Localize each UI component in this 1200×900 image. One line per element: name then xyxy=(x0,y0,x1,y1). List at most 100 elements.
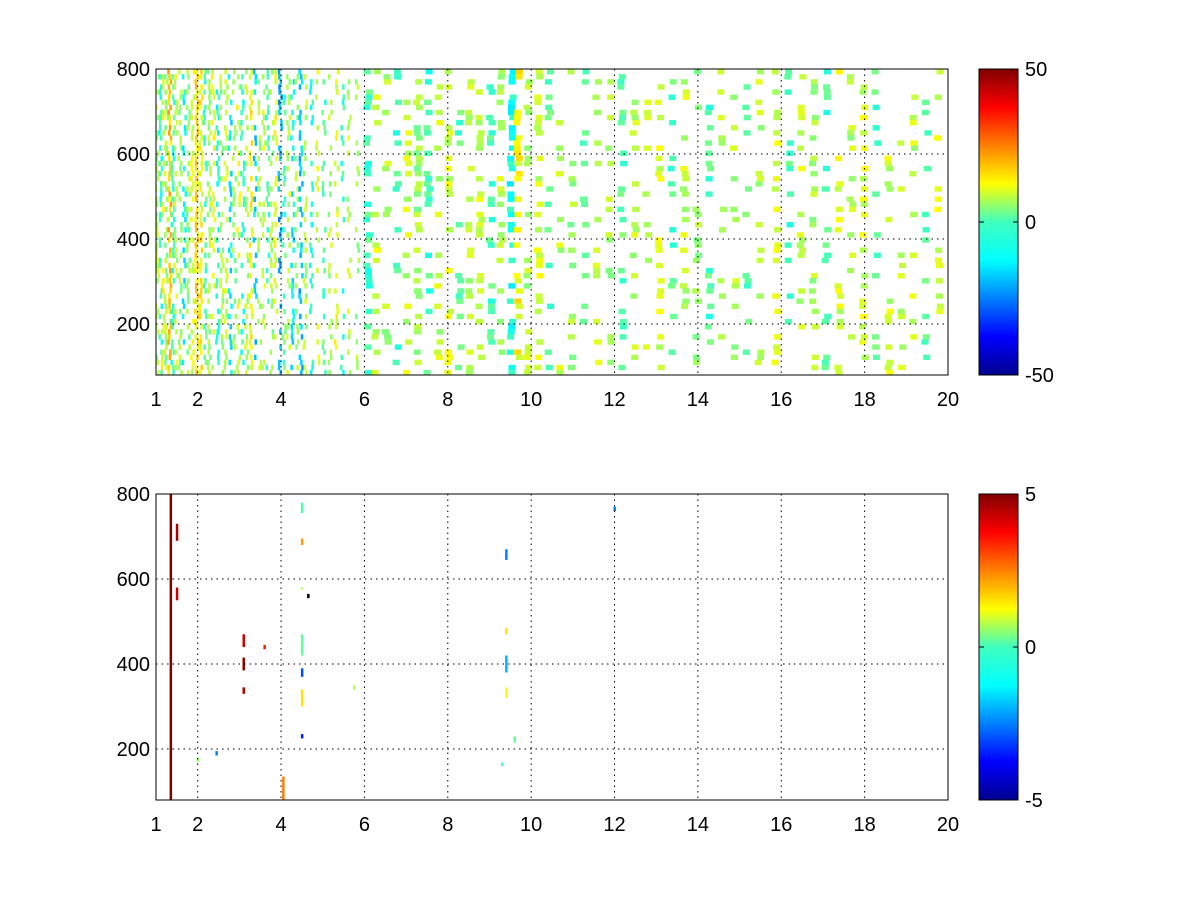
heatmap-cell xyxy=(294,155,297,162)
heatmap-cell xyxy=(188,257,192,264)
heatmap-cell xyxy=(191,150,195,156)
heatmap-cell xyxy=(848,176,856,182)
heatmap-cell xyxy=(277,171,280,177)
heatmap-cell xyxy=(444,69,452,75)
heatmap-cell xyxy=(204,69,207,75)
heatmap-cell xyxy=(275,283,278,289)
heatmap-cell xyxy=(415,135,423,141)
heatmap-cell xyxy=(233,135,236,141)
heatmap-cell xyxy=(445,125,453,131)
heatmap-cell xyxy=(253,125,257,131)
heatmap-cell xyxy=(327,211,331,218)
heatmap-cell xyxy=(910,140,918,146)
heatmap-cell xyxy=(165,364,168,371)
heatmap-cell xyxy=(280,94,283,100)
heatmap-cell xyxy=(295,344,298,350)
heatmap-cell xyxy=(299,222,303,228)
heatmap-cell xyxy=(270,186,273,192)
heatmap-cell xyxy=(216,109,219,116)
heatmap-cell xyxy=(515,155,523,162)
heatmap-cell xyxy=(184,227,187,233)
heatmap-cell xyxy=(164,257,167,264)
heatmap-cell xyxy=(242,104,245,111)
heatmap-cell xyxy=(213,216,217,223)
heatmap-cell xyxy=(282,227,285,233)
heatmap-cell xyxy=(498,125,505,131)
heatmap-cell xyxy=(682,298,690,304)
heatmap-cell xyxy=(160,201,164,207)
heatmap-cell xyxy=(170,211,174,218)
heatmap-cell xyxy=(466,278,473,284)
heatmap-cell xyxy=(296,196,299,202)
heatmap-cell xyxy=(322,120,325,126)
heatmap-segment xyxy=(613,506,616,512)
heatmap-cell xyxy=(167,237,171,243)
heatmap-cell xyxy=(705,313,713,320)
heatmap-cell xyxy=(632,120,640,126)
heatmap-cell xyxy=(655,171,663,177)
heatmap-cell xyxy=(436,329,444,335)
heatmap-cell xyxy=(823,354,831,360)
heatmap-cell xyxy=(631,273,639,279)
heatmap-cell xyxy=(195,283,198,289)
heatmap-cell xyxy=(859,298,867,304)
heatmap-cell xyxy=(262,313,266,320)
heatmap-cell xyxy=(884,181,892,187)
heatmap-cell xyxy=(185,283,189,289)
x-tick-label: 6 xyxy=(359,814,370,836)
heatmap-cell xyxy=(629,252,637,258)
heatmap-cell xyxy=(757,354,765,360)
heatmap-cell xyxy=(160,364,164,371)
heatmap-cell xyxy=(534,364,542,371)
heatmap-cell xyxy=(365,89,373,95)
heatmap-cell xyxy=(270,303,274,309)
heatmap-cell xyxy=(657,84,665,90)
heatmap-cell xyxy=(499,237,507,243)
heatmap-cell xyxy=(207,125,211,131)
heatmap-cell xyxy=(157,273,160,279)
heatmap-cell xyxy=(488,308,496,315)
heatmap-cell xyxy=(594,216,602,223)
heatmap-cell xyxy=(254,339,257,345)
heatmap-cell xyxy=(187,120,191,126)
heatmap-cell xyxy=(466,364,474,371)
heatmap-cell xyxy=(242,308,246,315)
heatmap-cell xyxy=(316,69,320,75)
heatmap-cell xyxy=(157,150,160,156)
heatmap-cell xyxy=(536,257,544,264)
heatmap-cell xyxy=(333,181,337,187)
heatmap-cell xyxy=(300,242,303,248)
heatmap-cell xyxy=(922,334,930,340)
heatmap-cell xyxy=(823,89,831,95)
heatmap-cell xyxy=(434,303,442,309)
heatmap-cell xyxy=(513,114,521,121)
heatmap-cell xyxy=(238,298,241,304)
heatmap-cell xyxy=(224,79,227,85)
heatmap-cell xyxy=(298,354,302,360)
heatmap-cell xyxy=(205,313,208,320)
heatmap-cell xyxy=(205,334,208,340)
heatmap-cell xyxy=(199,99,202,105)
heatmap-cell xyxy=(523,354,531,360)
heatmap-cell xyxy=(797,109,805,116)
heatmap-cell xyxy=(183,257,186,264)
heatmap-cell xyxy=(457,278,465,284)
heatmap-cell xyxy=(269,201,273,207)
heatmap-cell xyxy=(168,125,172,131)
heatmap-cell xyxy=(682,216,689,223)
heatmap-cell xyxy=(607,94,615,100)
heatmap-cell xyxy=(162,288,165,294)
heatmap-cell xyxy=(171,364,175,371)
heatmap-cell xyxy=(269,89,272,95)
heatmap-cell xyxy=(581,273,589,279)
heatmap-cell xyxy=(229,186,232,192)
heatmap-cell xyxy=(315,140,319,146)
heatmap-cell xyxy=(287,201,290,207)
heatmap-cell xyxy=(618,308,626,315)
heatmap-cell xyxy=(191,364,194,371)
heatmap-cell xyxy=(196,344,200,350)
heatmap-cell xyxy=(252,262,256,269)
heatmap-cell xyxy=(534,120,542,126)
heatmap-cell xyxy=(695,222,703,228)
heatmap-cell xyxy=(835,69,843,75)
